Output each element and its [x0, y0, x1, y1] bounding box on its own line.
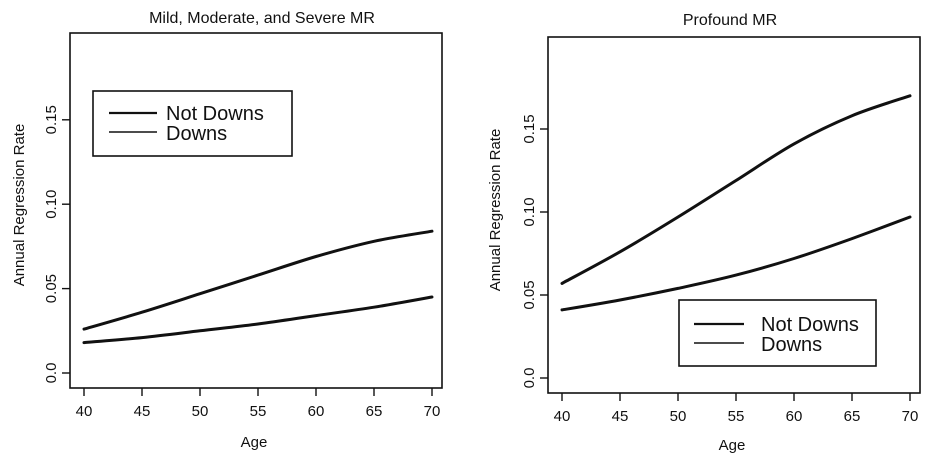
x-axis-label: Age [719, 437, 746, 454]
x-tick-label: 70 [424, 403, 441, 420]
legend-label-downs: Downs [761, 334, 822, 356]
plot-frame [547, 36, 921, 394]
x-ticks: 40 45 50 55 60 65 70 [76, 388, 441, 420]
x-tick-label: 55 [728, 408, 745, 425]
series-line-2 [560, 215, 912, 312]
chart-title: Mild, Moderate, and Severe MR [149, 10, 375, 27]
y-tick-label: 0.0 [521, 368, 538, 389]
legend-label-downs: Downs [166, 123, 227, 145]
legend: Not Downs Downs [678, 299, 877, 367]
x-tick-label: 55 [250, 403, 267, 420]
y-tick-label: 0.15 [43, 105, 60, 134]
y-tick-label: 0.05 [43, 274, 60, 303]
y-axis-label: Annual Regression Rate [11, 124, 28, 287]
x-tick-label: 65 [366, 403, 383, 420]
chart-panel-left: Mild, Moderate, and Severe MR Annual Reg… [11, 10, 443, 451]
legend-box [678, 299, 877, 367]
x-tick-label: 60 [786, 408, 803, 425]
chart-panel-right: Profound MR Annual Regression Rate Age 4… [487, 12, 921, 454]
x-tick-label: 50 [670, 408, 687, 425]
x-tick-label: 45 [134, 403, 151, 420]
x-tick-label: 40 [76, 403, 93, 420]
y-tick-label: 0.10 [43, 190, 60, 219]
y-axis-label: Annual Regression Rate [487, 129, 504, 292]
chart-title: Profound MR [683, 12, 777, 29]
x-ticks: 40 45 50 55 60 65 70 [554, 393, 919, 425]
x-tick-label: 40 [554, 408, 571, 425]
y-ticks: 0.0 0.05 0.10 0.15 [43, 105, 70, 383]
y-tick-label: 0.10 [521, 197, 538, 226]
x-axis-label: Age [241, 434, 268, 451]
y-ticks: 0.0 0.05 0.10 0.15 [521, 114, 548, 388]
y-tick-label: 0.15 [521, 114, 538, 143]
series-line-2 [82, 295, 434, 345]
x-tick-label: 70 [902, 408, 919, 425]
x-tick-label: 60 [308, 403, 325, 420]
series-lines [82, 229, 434, 345]
y-tick-label: 0.05 [521, 280, 538, 309]
x-tick-label: 50 [192, 403, 209, 420]
x-tick-label: 45 [612, 408, 629, 425]
plot-frame [69, 32, 443, 389]
series-line-1 [82, 229, 434, 331]
series-lines [560, 94, 912, 312]
x-tick-label: 65 [844, 408, 861, 425]
legend: Not Downs Downs [92, 90, 293, 157]
legend-box [92, 90, 293, 157]
series-line-1 [560, 94, 912, 285]
legend-label-not-downs: Not Downs [166, 103, 264, 125]
y-tick-label: 0.0 [43, 363, 60, 384]
legend-label-not-downs: Not Downs [761, 314, 859, 336]
